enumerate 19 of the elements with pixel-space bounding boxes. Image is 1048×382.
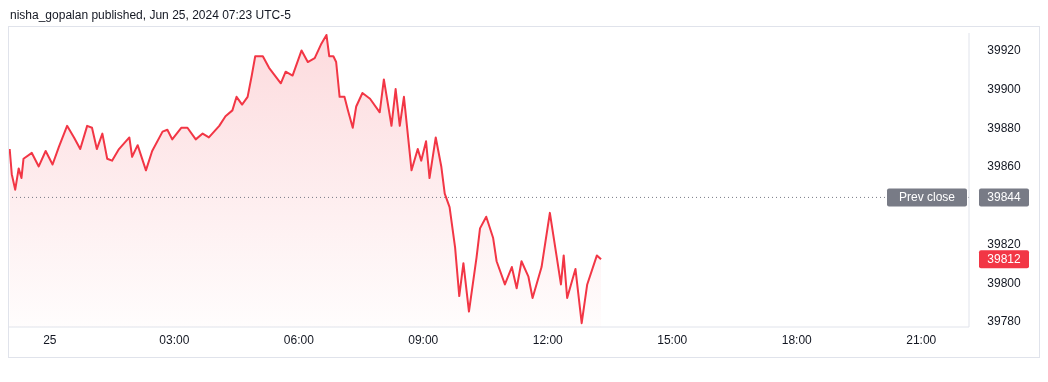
y-tick-label: 39780 [987,314,1022,329]
chart-title: nisha_gopalan published, Jun 25, 2024 07:23 UTC-5 [9,8,292,24]
x-tick-label: 25 [43,332,57,347]
x-tick-label: 15:00 [657,332,688,347]
ref-line-label: Prev close [898,190,956,205]
y-tick-label: 39800 [987,275,1022,290]
x-tick-label: 09:00 [408,332,439,347]
x-tick-label: 12:00 [532,332,564,347]
y-tick-label: 39820 [987,236,1022,251]
y-tick-label: 39880 [987,120,1022,135]
x-tick-label: 21:00 [906,332,937,347]
y-tick-label: 39812 [987,252,1022,267]
y-tick-label: 39900 [987,82,1022,97]
y-tick-label: 39920 [987,43,1022,58]
x-tick-label: 18:00 [781,332,813,347]
x-tick-label: 03:00 [159,332,190,347]
x-tick-label: 06:00 [283,332,315,347]
y-tick-label: 39844 [987,190,1022,205]
y-tick-label: 39860 [987,159,1022,174]
